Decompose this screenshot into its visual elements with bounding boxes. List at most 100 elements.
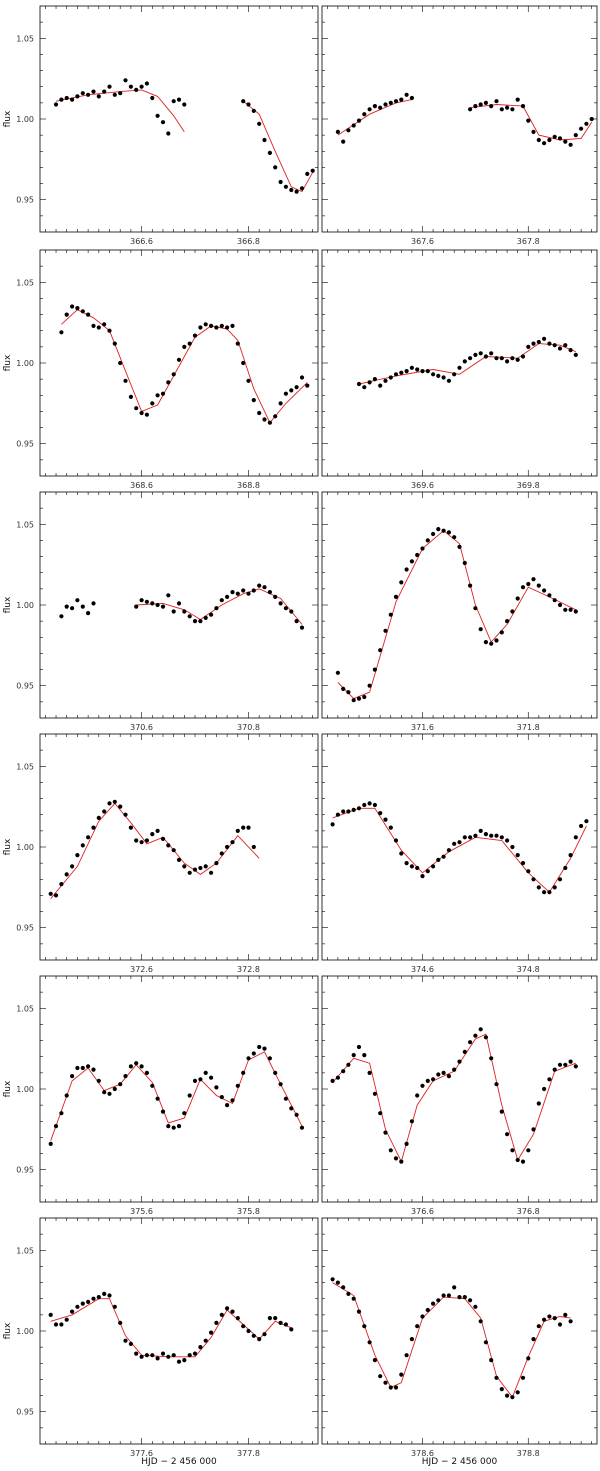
data-point [225,594,230,600]
data-point [251,398,256,403]
data-point [346,128,351,133]
data-point [160,120,166,125]
data-point [262,1046,267,1051]
data-point [241,1070,246,1075]
data-point [356,806,362,811]
x-tick-label: 370.8 [237,723,260,732]
data-point [520,354,526,359]
data-point [134,406,139,411]
data-point [257,1044,262,1050]
data-point [415,552,420,558]
data-point [209,323,214,328]
data-point [96,1078,101,1083]
model-curve [332,1033,576,1163]
data-point [203,1338,208,1343]
data-point [241,360,246,366]
data-point [182,864,187,869]
data-point [230,1098,235,1103]
data-point [335,812,340,817]
data-point [139,598,144,603]
x-tick-label: 376.6 [411,1207,434,1216]
data-point [489,641,494,646]
data-point [107,1293,112,1298]
data-point [134,87,139,92]
data-point [198,325,203,330]
data-point [383,628,388,633]
data-point [59,1111,64,1116]
data-point [520,1375,526,1380]
data-point [473,1304,478,1309]
data-point [166,380,171,385]
data-point [579,823,584,829]
data-point [399,580,404,585]
model-curve [332,807,587,893]
data-point [446,1293,451,1298]
data-point [536,583,541,588]
data-point [91,89,96,94]
data-point [166,593,171,598]
data-point [462,1295,467,1300]
x-tick-label: 367.6 [411,237,434,246]
data-point [478,351,483,356]
data-point [383,1380,388,1385]
data-point [80,309,85,314]
data-point [310,168,315,173]
y-axis-label: flux [3,110,13,127]
data-point [510,1395,515,1400]
data-point [483,100,488,105]
data-point [96,815,101,821]
data-point [294,619,299,624]
data-point [341,1285,346,1290]
data-point [499,356,504,361]
data-point [246,378,251,383]
data-point [425,538,430,543]
y-tick-label: 1.05 [16,278,34,287]
data-point [441,854,446,859]
data-point [198,1345,203,1350]
data-point [139,1064,144,1069]
data-point [283,184,288,189]
data-point [362,385,367,390]
data-point [203,864,208,869]
data-point [568,853,573,858]
data-point [187,1353,192,1358]
y-tick-label: 0.95 [16,440,34,449]
data-point [176,97,182,102]
data-point [552,343,557,348]
data-point [494,833,499,838]
data-point [75,94,80,99]
data-point [388,100,393,105]
data-point [80,1301,85,1306]
data-point [388,612,393,617]
data-point [75,306,80,311]
data-point [139,1354,144,1359]
data-point [246,1056,251,1061]
data-point [383,1130,388,1135]
data-point [134,1061,139,1066]
data-point [80,843,85,848]
data-point [483,640,488,645]
data-point [573,609,578,614]
data-point [510,107,515,112]
data-point [372,1091,377,1096]
lightcurve-panel: 369.6 369.8 [321,249,598,490]
data-point [462,835,467,840]
data-point [505,1132,510,1137]
data-point [457,365,462,370]
data-point [367,683,372,688]
lightcurve-panel: 366.6 366.8 0.95 1.00 1.05 flux [3,5,319,246]
model-curve [50,1298,292,1358]
y-axis-label: flux [3,1080,13,1097]
data-point [278,601,283,606]
data-point [257,583,262,588]
model-curve [50,802,260,899]
lightcurve-panel: 367.6 367.8 [321,5,598,246]
data-point [171,1353,176,1358]
data-point [409,1337,414,1342]
data-point [299,1125,305,1130]
data-point [91,825,96,830]
data-point [192,619,198,624]
data-point [102,809,107,814]
data-point [144,1070,149,1075]
data-point [420,1083,425,1088]
